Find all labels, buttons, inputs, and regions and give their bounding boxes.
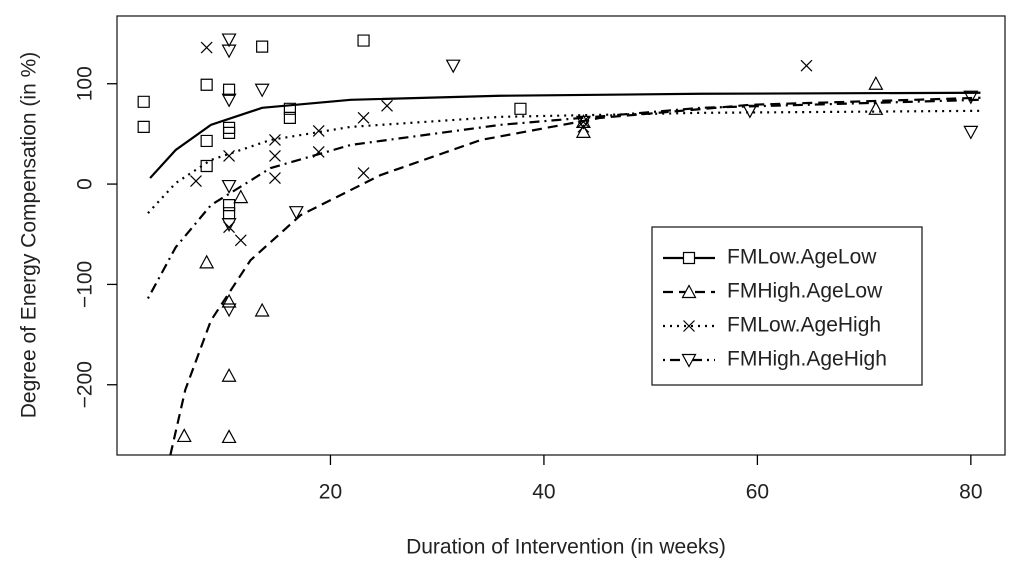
fit-curve bbox=[146, 98, 981, 299]
data-point bbox=[742, 104, 758, 119]
legend-marker bbox=[681, 353, 697, 368]
data-point bbox=[575, 115, 591, 130]
data-point bbox=[868, 75, 884, 90]
data-point bbox=[963, 90, 979, 105]
data-point bbox=[221, 93, 237, 108]
legend-marker bbox=[681, 284, 697, 299]
data-point bbox=[223, 150, 235, 162]
x-tick-label: 60 bbox=[746, 481, 769, 504]
data-point bbox=[221, 33, 237, 48]
data-point bbox=[357, 167, 370, 179]
data-point bbox=[357, 34, 370, 47]
legend-label: FMLow.AgeHigh bbox=[727, 314, 881, 337]
data-point bbox=[256, 40, 269, 53]
data-point bbox=[269, 133, 281, 146]
data-point bbox=[221, 429, 237, 444]
fit-curve bbox=[147, 109, 981, 214]
x-tick-label: 40 bbox=[532, 481, 555, 504]
plot-frame bbox=[116, 15, 1006, 456]
data-point bbox=[222, 83, 236, 96]
data-point bbox=[963, 125, 979, 140]
legend-box bbox=[651, 226, 923, 386]
data-point bbox=[221, 367, 237, 382]
legend-label: FMHigh.AgeHigh bbox=[727, 348, 887, 371]
data-point bbox=[254, 302, 270, 317]
legend-label: FMLow.AgeLow bbox=[727, 246, 877, 269]
data-point bbox=[222, 126, 236, 139]
legend-label: FMHigh.AgeLow bbox=[727, 280, 883, 303]
y-tick-label: −100 bbox=[74, 261, 97, 308]
data-point bbox=[200, 41, 213, 54]
data-point bbox=[445, 59, 461, 74]
data-point bbox=[575, 124, 591, 138]
fit-curve bbox=[149, 91, 981, 179]
x-axis-label: Duration of Intervention (in weeks) bbox=[406, 536, 726, 559]
data-point bbox=[176, 428, 192, 443]
y-tick-label: 0 bbox=[74, 178, 97, 190]
data-point bbox=[800, 59, 813, 72]
data-point bbox=[381, 99, 393, 112]
legend-marker bbox=[683, 320, 695, 332]
y-tick-label: 100 bbox=[74, 66, 97, 101]
data-point bbox=[577, 120, 590, 133]
data-point bbox=[269, 172, 281, 184]
data-point bbox=[137, 120, 150, 133]
y-tick-label: −200 bbox=[74, 361, 97, 408]
x-tick-label: 80 bbox=[959, 481, 982, 504]
data-point bbox=[283, 111, 297, 124]
data-point bbox=[200, 78, 213, 91]
data-point bbox=[221, 179, 237, 194]
data-point bbox=[288, 206, 304, 220]
data-point bbox=[222, 207, 236, 220]
data-point bbox=[514, 102, 527, 115]
data-point bbox=[137, 95, 150, 108]
data-point bbox=[200, 134, 213, 148]
data-point bbox=[254, 83, 270, 98]
data-point bbox=[357, 111, 370, 124]
data-point bbox=[221, 293, 237, 308]
x-tick-label: 20 bbox=[319, 481, 342, 504]
data-point bbox=[269, 150, 281, 162]
data-point bbox=[222, 199, 236, 212]
data-point bbox=[234, 234, 247, 247]
data-point bbox=[868, 101, 884, 115]
data-point bbox=[221, 303, 237, 318]
data-point bbox=[233, 189, 249, 204]
fit-curve bbox=[169, 96, 981, 456]
data-point bbox=[199, 254, 215, 269]
data-point bbox=[190, 175, 202, 187]
y-axis-label: Degree of Energy Compensation (in %) bbox=[18, 52, 41, 419]
data-point bbox=[200, 159, 213, 173]
data-point bbox=[221, 218, 237, 232]
data-point bbox=[312, 124, 325, 137]
data-point bbox=[221, 44, 237, 59]
legend-marker bbox=[682, 251, 696, 265]
